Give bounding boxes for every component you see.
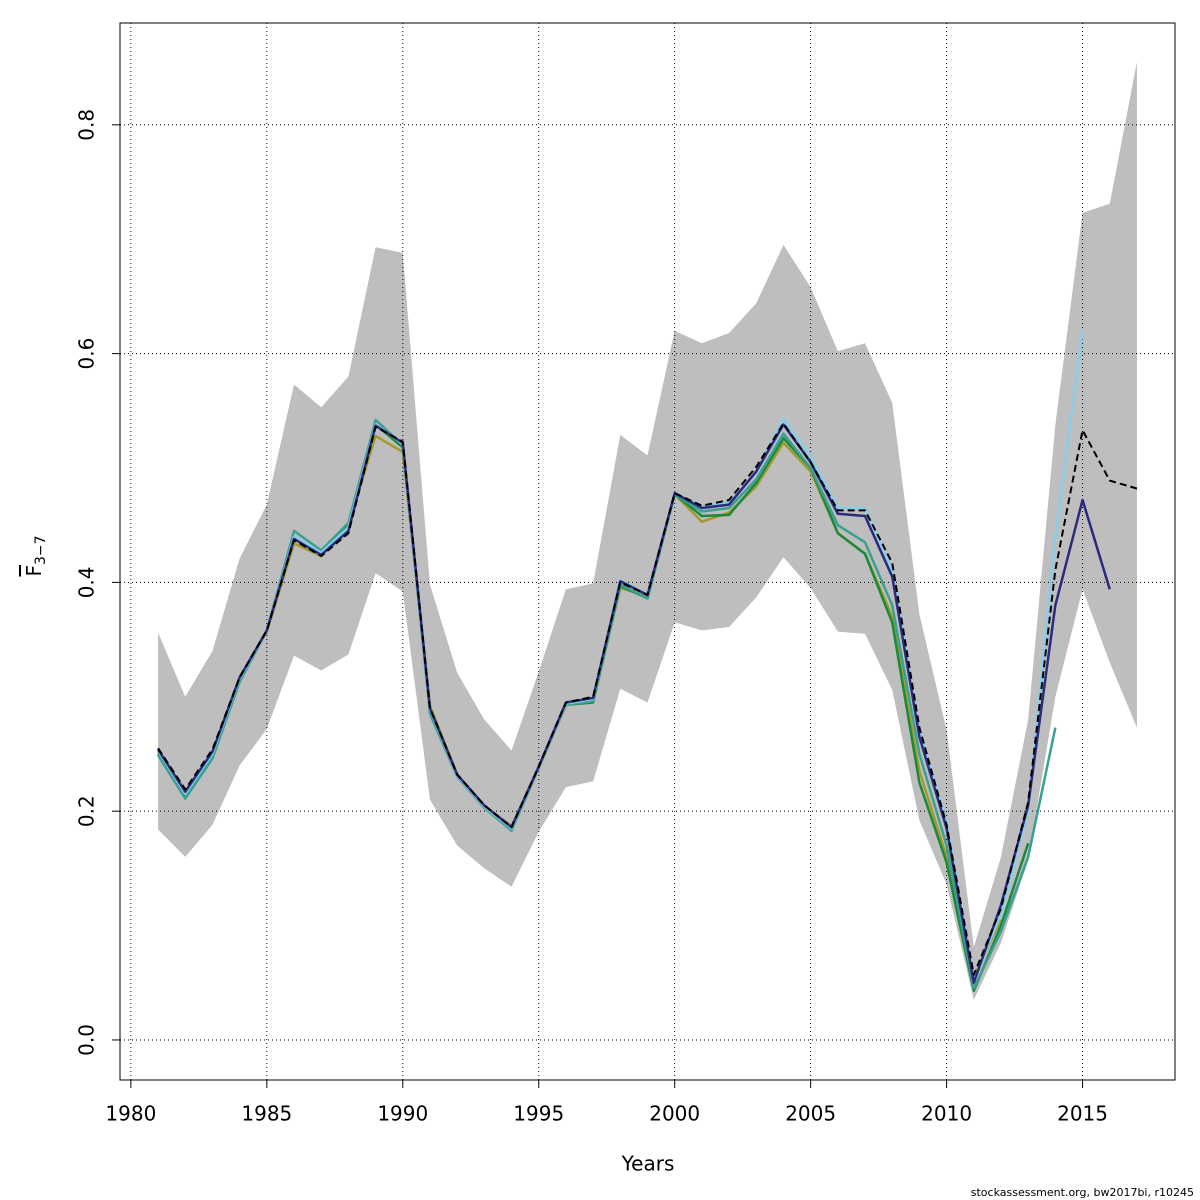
y-tick-label: 0.2 (75, 795, 99, 827)
x-tick-label: 1985 (241, 1102, 292, 1126)
y-tick-label: 0.8 (75, 109, 99, 141)
x-tick-label: 2000 (649, 1102, 700, 1126)
x-axis-label: Years (621, 1152, 675, 1176)
x-tick-label: 2015 (1057, 1102, 1108, 1126)
y-axis-label: F3−7 (22, 535, 50, 576)
plot-frame (119, 22, 1176, 1081)
y-tick-label: 0.0 (75, 1024, 99, 1056)
y-axis-label-sub: 3−7 (33, 535, 49, 565)
x-tick-label: 1980 (105, 1102, 156, 1126)
footer: stockassessment.org, bw2017bi, r10245 (971, 1186, 1194, 1199)
confidence-band (158, 61, 1137, 1000)
x-tick-label: 2010 (921, 1102, 972, 1126)
x-tick-label: 1995 (513, 1102, 564, 1126)
x-tick-label: 1990 (377, 1102, 428, 1126)
y-tick-label: 0.6 (75, 338, 99, 370)
y-tick-label: 0.4 (75, 566, 99, 598)
x-tick-label: 2005 (785, 1102, 836, 1126)
series-line (157, 422, 1138, 976)
y-axis-label-main: F (22, 565, 46, 577)
